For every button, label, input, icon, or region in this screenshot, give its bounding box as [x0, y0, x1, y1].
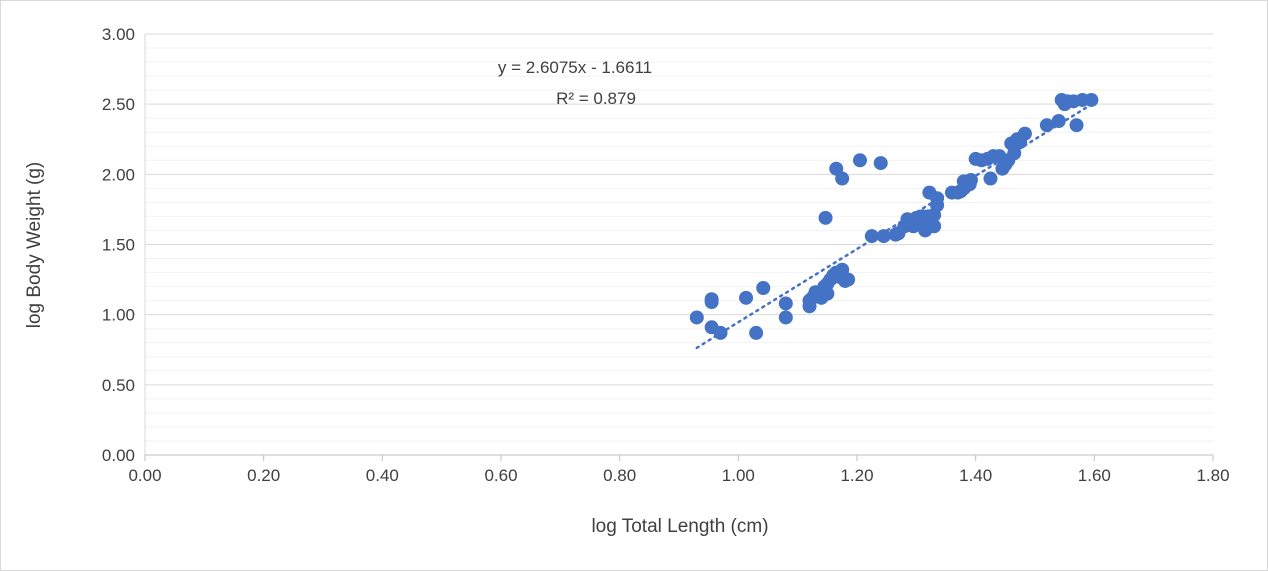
data-point — [864, 229, 879, 244]
x-tick-label: 0.40 — [366, 466, 399, 485]
trendline-equation: y = 2.6075x - 1.6611 — [498, 58, 652, 77]
trendline — [695, 105, 1090, 350]
y-tick-label: 1.00 — [102, 306, 135, 325]
x-axis-title: log Total Length (cm) — [591, 516, 768, 537]
data-point — [876, 229, 891, 244]
data-point — [930, 191, 945, 206]
data-point — [1007, 146, 1022, 161]
data-point — [820, 286, 835, 301]
data-point — [1017, 126, 1032, 141]
x-tick-label: 1.80 — [1196, 466, 1229, 485]
y-axis-title: log Body Weight (g) — [24, 162, 45, 329]
data-point — [927, 219, 942, 234]
y-tick-label: 0.00 — [102, 446, 135, 465]
data-point — [963, 172, 978, 187]
data-point — [1069, 118, 1084, 133]
x-tick-label: 1.40 — [959, 466, 992, 485]
y-tick-label: 3.00 — [102, 25, 135, 44]
y-tick-label: 2.00 — [102, 165, 135, 184]
x-tick-label: 0.80 — [603, 466, 636, 485]
x-tick-label: 1.20 — [840, 466, 873, 485]
x-tick-label: 0.20 — [247, 466, 280, 485]
gridlines — [145, 33, 1213, 456]
y-tick-label: 0.50 — [102, 376, 135, 395]
data-point — [739, 290, 754, 305]
data-point — [713, 325, 728, 340]
y-tick-label: 1.50 — [102, 236, 135, 255]
data-point — [873, 156, 888, 171]
data-point — [1039, 118, 1054, 133]
data-point — [778, 310, 793, 325]
x-tick-label: 1.60 — [1078, 466, 1111, 485]
axes: 0.00 0.50 1.00 1.50 2.00 2.50 3.00 0.00 0.20 0.40… — [102, 25, 1230, 485]
data-point — [983, 171, 998, 186]
data-point — [818, 210, 833, 225]
data-point — [852, 153, 867, 168]
data-point — [1084, 92, 1099, 107]
x-tick-label: 0.00 — [128, 466, 161, 485]
data-point — [749, 325, 764, 340]
data-point — [689, 310, 704, 325]
data-points — [689, 92, 1099, 340]
x-tick-label: 0.60 — [484, 466, 517, 485]
trendline-line — [695, 105, 1090, 350]
trendline-r-squared: R² = 0.879 — [556, 89, 636, 108]
y-tick-label: 2.50 — [102, 95, 135, 114]
x-tick-label: 1.00 — [722, 466, 755, 485]
data-point — [778, 296, 793, 311]
data-point — [835, 171, 850, 186]
data-point — [841, 272, 856, 287]
data-point — [1051, 114, 1066, 129]
data-point — [704, 295, 719, 310]
data-point — [756, 281, 771, 296]
